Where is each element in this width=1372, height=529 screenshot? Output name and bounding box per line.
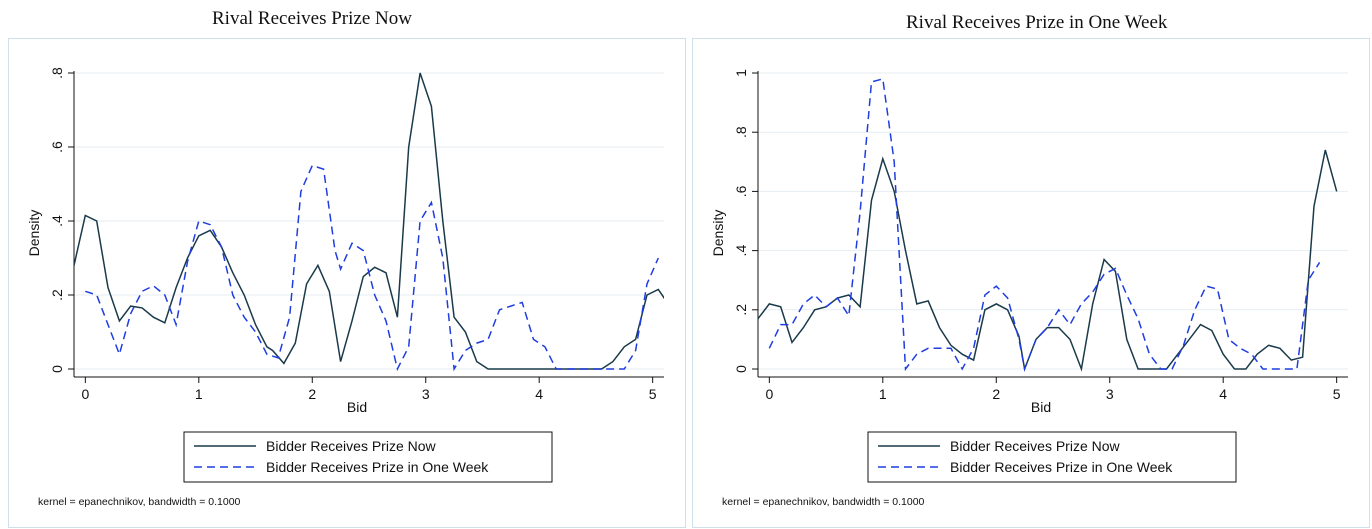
y-tick-label: .4	[49, 215, 65, 227]
x-axis-title: Bid	[1031, 399, 1051, 415]
x-tick-label: 0	[81, 386, 89, 402]
legend-label: Bidder Receives Prize Now	[950, 438, 1121, 454]
x-tick-label: 1	[195, 386, 203, 402]
x-tick-label: 4	[1219, 386, 1227, 402]
right-chart-svg: 0 .2 .4 .6 .8 1 0 1 2 3 4 5 Bid Density Bidder Receive…	[710, 69, 1348, 508]
left-chart-svg: 0 .2 .4 .6 .8 0 1 2 3 4 5 Bid Density Bidder Receives…	[26, 67, 664, 508]
y-tick-label: .8	[49, 67, 65, 79]
left-chart-panel: 0 .2 .4 .6 .8 0 1 2 3 4 5 Bid Density Bidder Receives…	[8, 38, 686, 528]
kernel-note: kernel = epanechnikov, bandwidth = 0.100…	[38, 496, 241, 508]
left-chart-title: Rival Receives Prize Now	[212, 8, 412, 29]
x-axis-title: Bid	[347, 399, 367, 415]
series-line-now	[758, 149, 1338, 372]
series-line-one-week	[768, 77, 1321, 372]
y-tick-label: .2	[49, 289, 65, 301]
x-tick-label: 4	[535, 386, 543, 402]
legend-box	[867, 431, 1237, 483]
y-axis-title: Density	[26, 210, 42, 257]
y-tick-label: .8	[733, 126, 749, 138]
x-tick-label: 3	[422, 386, 430, 402]
y-tick-label: .6	[733, 185, 749, 197]
series-line-one-week	[85, 164, 659, 372]
y-tick-label: 1	[733, 69, 749, 77]
legend-label: Bidder Receives Prize in One Week	[950, 459, 1173, 475]
y-tick-label: .4	[733, 245, 749, 257]
x-tick-label: 2	[308, 386, 316, 402]
y-tick-label: .2	[733, 304, 749, 316]
x-tick-label: 0	[765, 386, 773, 402]
y-tick-label: 0	[49, 365, 65, 373]
legend-box	[183, 431, 553, 483]
x-tick-label: 5	[649, 386, 657, 402]
legend-label: Bidder Receives Prize in One Week	[266, 459, 489, 475]
x-tick-label: 1	[879, 386, 887, 402]
kernel-note: kernel = epanechnikov, bandwidth = 0.100…	[722, 496, 925, 508]
legend-label: Bidder Receives Prize Now	[266, 438, 437, 454]
x-tick-label: 5	[1333, 386, 1341, 402]
y-tick-label: .6	[49, 141, 65, 153]
series-line-now	[74, 72, 664, 370]
x-tick-label: 2	[992, 386, 1000, 402]
y-tick-label: 0	[733, 365, 749, 373]
x-tick-label: 3	[1106, 386, 1114, 402]
right-chart-panel: 0 .2 .4 .6 .8 1 0 1 2 3 4 5 Bid Density Bidder Receive…	[692, 38, 1370, 528]
right-chart-title: Rival Receives Prize in One Week	[906, 12, 1168, 33]
y-axis-title: Density	[710, 210, 726, 257]
